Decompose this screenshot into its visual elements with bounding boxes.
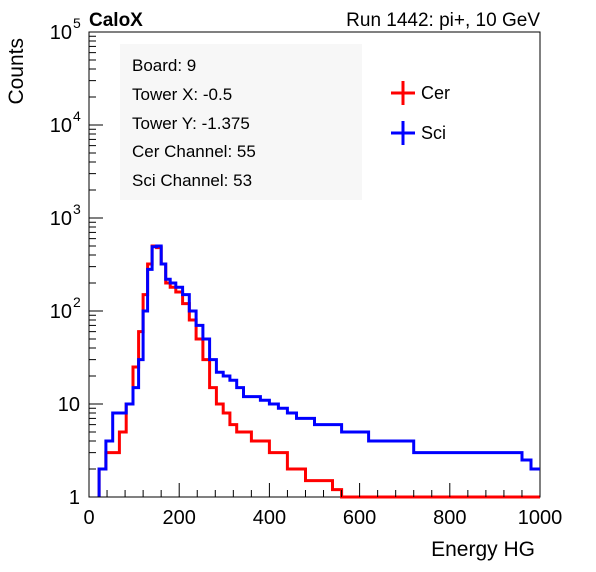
series-layer xyxy=(97,244,540,499)
info-sci-channel: Sci Channel: 53 xyxy=(132,171,252,190)
y-tick-exponent: 2 xyxy=(73,294,81,310)
legend-label-cer: Cer xyxy=(421,83,450,103)
y-tick-label: 1 xyxy=(69,487,80,509)
plot-frame xyxy=(88,31,541,498)
chart-header-left: CaloX xyxy=(89,10,143,31)
y-tick-exponent: 5 xyxy=(73,15,81,31)
chart-header-right: Run 1442: pi+, 10 GeV xyxy=(346,10,540,31)
y-tick-exponent: 4 xyxy=(73,108,81,124)
y-tick-label: 10 xyxy=(50,22,72,44)
x-tick-label: 600 xyxy=(343,507,376,529)
x-tick-label: 1000 xyxy=(518,507,563,529)
legend-marker-sci xyxy=(391,121,415,145)
y-tick-label: 10 xyxy=(50,115,72,137)
x-tick-label: 800 xyxy=(433,507,466,529)
info-tower-y: Tower Y: -1.375 xyxy=(132,114,250,133)
x-axis-label: Energy HG xyxy=(431,538,535,561)
info-cer-channel: Cer Channel: 55 xyxy=(132,142,256,161)
legend: Cer Sci xyxy=(391,81,450,145)
y-axis-label: Counts xyxy=(5,38,28,105)
x-tick-label: 400 xyxy=(253,507,286,529)
x-tick-label: 0 xyxy=(83,507,94,529)
y-tick-exponent: 3 xyxy=(73,201,81,217)
series-cer-line xyxy=(97,244,540,499)
legend-label-sci: Sci xyxy=(421,123,446,143)
x-tick-label: 200 xyxy=(163,507,196,529)
y-tick-label: 10 xyxy=(50,301,72,323)
series-sci-line xyxy=(97,244,540,497)
info-tower-x: Tower X: -0.5 xyxy=(132,85,232,104)
legend-marker-cer xyxy=(391,81,415,105)
y-tick-label: 10 xyxy=(50,208,72,230)
info-board: Board: 9 xyxy=(132,56,196,75)
info-box xyxy=(120,44,362,200)
y-tick-label: 10 xyxy=(58,394,80,416)
